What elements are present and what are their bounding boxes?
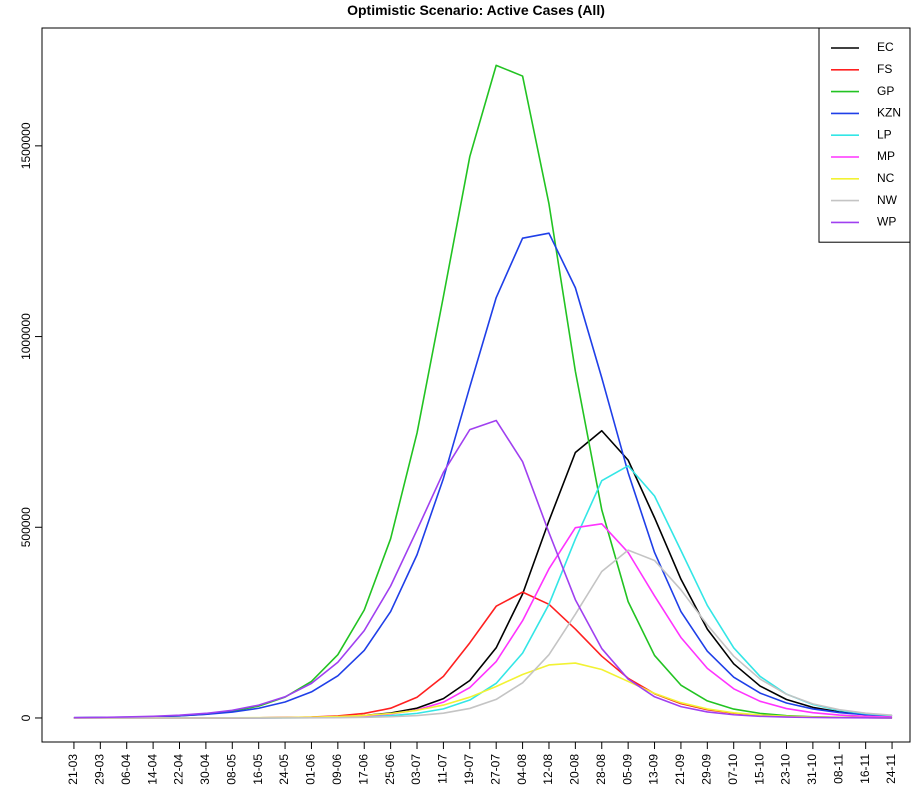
x-tick-label: 03-07 [409, 754, 423, 785]
x-tick-label: 23-10 [779, 754, 793, 785]
x-tick-label: 28-08 [594, 754, 608, 785]
x-tick-label: 27-07 [488, 754, 502, 785]
x-tick-label: 29-09 [699, 754, 713, 785]
x-tick-label: 04-08 [515, 754, 529, 785]
y-tick-label: 500000 [19, 507, 33, 547]
x-tick-label: 12-08 [541, 754, 555, 785]
x-tick-label: 05-09 [620, 754, 634, 785]
x-tick-label: 31-10 [805, 754, 819, 785]
x-tick-label: 08-11 [831, 754, 845, 784]
x-tick-label: 15-10 [752, 754, 766, 785]
y-tick-label: 1500000 [19, 122, 33, 169]
series-line [73, 232, 893, 719]
legend-label: EC [877, 40, 894, 54]
x-tick-label: 20-08 [568, 754, 582, 785]
legend-label: KZN [877, 106, 901, 120]
y-tick-label: 0 [19, 714, 33, 721]
legend-label: NC [877, 171, 895, 185]
chart-title: Optimistic Scenario: Active Cases (All) [347, 2, 605, 18]
x-tick-label: 08-05 [224, 754, 238, 785]
series-line [73, 549, 893, 719]
x-tick-label: 07-10 [726, 754, 740, 785]
y-tick-label: 1000000 [19, 313, 33, 360]
x-tick-label: 01-06 [304, 754, 318, 785]
legend-label: WP [877, 215, 896, 229]
x-tick-label: 24-11 [884, 754, 898, 784]
legend-label: MP [877, 149, 895, 163]
x-tick-label: 11-07 [436, 754, 450, 784]
x-tick-label: 09-06 [330, 754, 344, 785]
x-tick-label: 17-06 [356, 754, 370, 785]
x-tick-label: 30-04 [198, 754, 212, 785]
series-line [73, 419, 893, 719]
x-tick-label: 06-04 [119, 754, 133, 785]
x-tick-label: 25-06 [383, 754, 397, 785]
legend-label: LP [877, 127, 892, 141]
legend: EC FS GP KZN LP MP NC NW WP [818, 27, 911, 243]
x-tick-label: 16-05 [251, 754, 265, 785]
x-tick-label: 21-09 [673, 754, 687, 785]
x-tick-label: 24-05 [277, 754, 291, 785]
x-tick-label: 14-04 [145, 754, 159, 785]
legend-label: FS [877, 62, 892, 76]
x-tick-label: 29-03 [92, 754, 106, 785]
x-tick-label: 19-07 [462, 754, 476, 785]
x-tick-label: 22-04 [172, 754, 186, 785]
x-tick-label: 21-03 [66, 754, 80, 785]
legend-label: NW [877, 193, 898, 207]
x-tick-label: 13-09 [647, 754, 661, 785]
legend-label: GP [877, 84, 894, 98]
x-tick-label: 16-11 [858, 754, 872, 784]
